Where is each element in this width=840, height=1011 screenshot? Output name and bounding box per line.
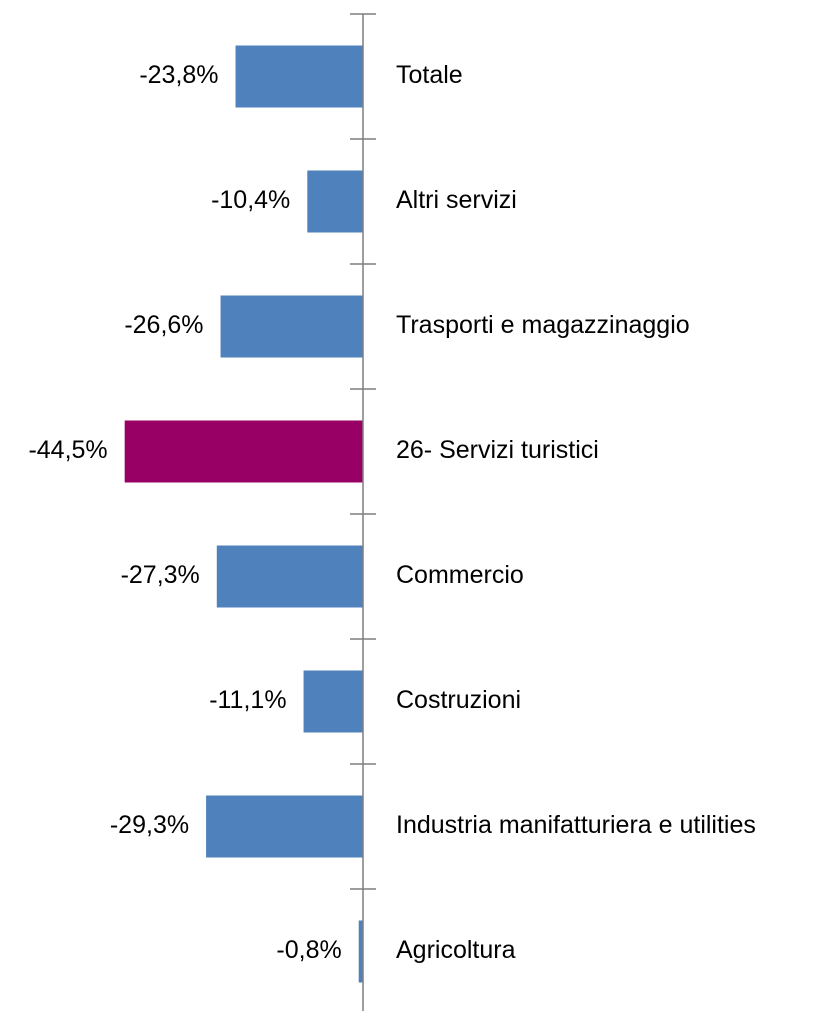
bar <box>220 295 363 358</box>
category-label: Costruzioni <box>396 686 521 714</box>
bar <box>216 545 363 608</box>
data-label: -10,4% <box>211 186 290 214</box>
category-label: Totale <box>396 61 463 89</box>
bar <box>303 670 363 733</box>
data-label: -0,8% <box>276 936 341 964</box>
data-label: -29,3% <box>110 811 189 839</box>
category-label: Agricoltura <box>396 936 516 964</box>
data-label: -27,3% <box>121 561 200 589</box>
category-label: Trasporti e magazzinaggio <box>396 311 690 339</box>
category-label: Altri servizi <box>396 186 517 214</box>
data-label: -44,5% <box>28 436 107 464</box>
category-label: Commercio <box>396 561 524 589</box>
data-label: -23,8% <box>139 61 218 89</box>
bar <box>307 170 363 233</box>
bar <box>206 795 363 858</box>
bar <box>235 45 363 108</box>
category-label: Industria manifatturiera e utilities <box>396 811 756 839</box>
data-label: -11,1% <box>209 686 286 714</box>
bar <box>124 420 363 483</box>
bar <box>358 920 363 983</box>
category-label: 26- Servizi turistici <box>396 436 599 464</box>
data-label: -26,6% <box>124 311 203 339</box>
